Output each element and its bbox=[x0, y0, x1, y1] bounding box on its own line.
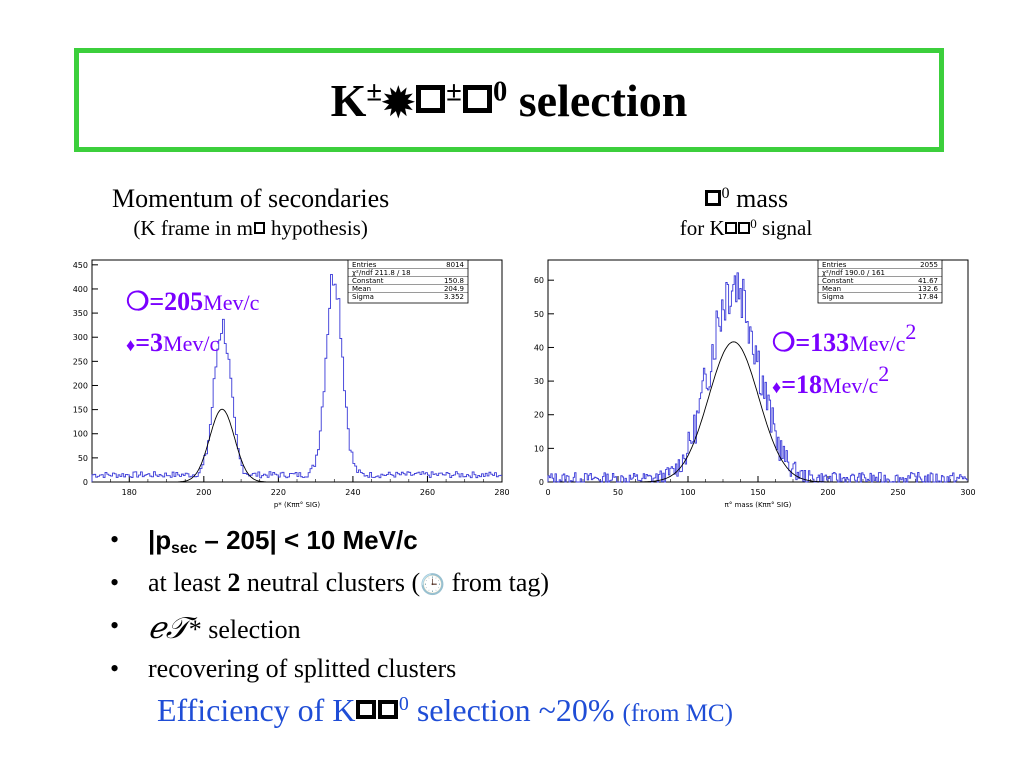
stats-label: Entries bbox=[352, 261, 377, 269]
right-mean-stat: ❍=133Mev/c2 bbox=[772, 318, 917, 357]
stats-label: Mean bbox=[822, 285, 841, 293]
right-sigma-stat: ♦=18Mev/c2 bbox=[772, 360, 890, 399]
histogram-series bbox=[91, 273, 502, 482]
x-tick-label: 150 bbox=[750, 488, 765, 497]
left-plot-heading: Momentum of secondaries (K frame in m hy… bbox=[112, 184, 390, 240]
y-tick-label: 60 bbox=[534, 276, 544, 285]
x-tick-label: 100 bbox=[680, 488, 695, 497]
y-tick-label: 450 bbox=[73, 261, 88, 270]
x-tick-label: 220 bbox=[271, 488, 286, 497]
y-tick-label: 50 bbox=[534, 310, 544, 319]
missing-glyph-box bbox=[704, 189, 721, 206]
histogram-series bbox=[547, 272, 968, 483]
gaussian-fit-curve bbox=[633, 341, 834, 483]
pi0-mass-histogram-svg: 0 10 20 30 40 50 60 0 50 100 150 200 250 300 π° mass (… bbox=[534, 259, 976, 509]
list-item: • recovering of splitted clusters bbox=[110, 654, 457, 683]
missing-glyph-box bbox=[725, 222, 737, 234]
momentum-histogram: 0 50 100 150 200 250 300 350 400 450 180 200 220 240 2… bbox=[58, 252, 510, 515]
stats-box bbox=[817, 259, 943, 304]
stats-value: 204.9 bbox=[444, 285, 464, 293]
stats-label: χ²/ndf 211.8 / 18 bbox=[352, 269, 411, 277]
missing-glyph-box bbox=[356, 699, 377, 720]
clock-icon: 🕒 bbox=[420, 572, 446, 596]
gaussian-fit-curve bbox=[172, 408, 273, 483]
slide-title: K±✹ ±0 selection bbox=[330, 74, 688, 126]
missing-glyph-box bbox=[378, 699, 398, 720]
stats-label: χ²/ndf 190.0 / 161 bbox=[822, 269, 885, 277]
x-tick-label: 280 bbox=[494, 488, 509, 497]
momentum-histogram-svg: 0 50 100 150 200 250 300 350 400 450 180 200 220 240 2… bbox=[73, 259, 510, 509]
stats-label: Mean bbox=[352, 285, 371, 293]
x-tick-label: 260 bbox=[420, 488, 435, 497]
x-axis-label: p* (Kππ° SIG) bbox=[274, 501, 321, 509]
x-tick-label: 300 bbox=[960, 488, 975, 497]
y-tick-label: 400 bbox=[73, 285, 88, 294]
y-tick-label: 0 bbox=[539, 478, 544, 487]
missing-glyph-box bbox=[463, 84, 492, 114]
stats-value: 132.6 bbox=[918, 285, 939, 293]
list-item: • at least 2 neutral clusters (🕒 from ta… bbox=[110, 568, 550, 597]
stats-box bbox=[347, 259, 469, 304]
y-tick-label: 20 bbox=[534, 411, 544, 420]
y-tick-label: 0 bbox=[83, 478, 88, 487]
stats-label: Constant bbox=[822, 277, 854, 285]
y-tick-label: 300 bbox=[73, 333, 88, 342]
y-tick-label: 250 bbox=[73, 357, 88, 366]
missing-glyph-box bbox=[738, 222, 750, 234]
missing-glyph-box bbox=[416, 84, 445, 114]
x-tick-label: 200 bbox=[820, 488, 835, 497]
missing-glyph-box bbox=[253, 222, 266, 234]
x-tick-label: 240 bbox=[345, 488, 360, 497]
y-tick-label: 350 bbox=[73, 309, 88, 318]
y-tick-label: 40 bbox=[534, 343, 544, 352]
title-frame: K±✹ ±0 selection bbox=[74, 48, 944, 152]
x-tick-label: 250 bbox=[890, 488, 905, 497]
stats-label: Constant bbox=[352, 277, 384, 285]
stats-value: 150.8 bbox=[444, 277, 464, 285]
x-tick-label: 0 bbox=[545, 488, 550, 497]
x-axis-label: π° mass (Kππ° SIG) bbox=[725, 501, 792, 509]
stats-value: 2055 bbox=[920, 261, 938, 269]
pi0-mass-histogram: 0 10 20 30 40 50 60 0 50 100 150 200 250 300 π° mass (… bbox=[522, 252, 982, 515]
left-sigma-stat: ♦=3Mev/c bbox=[126, 328, 220, 357]
x-tick-label: 50 bbox=[613, 488, 623, 497]
y-tick-label: 30 bbox=[534, 377, 544, 386]
stats-value: 41.67 bbox=[918, 277, 938, 285]
criteria-list: • |psec – 205| < 10 MeV/c • at least 2 n… bbox=[110, 525, 549, 697]
list-item: • ℯ𝒯* selection bbox=[110, 611, 301, 645]
stats-label: Sigma bbox=[352, 293, 374, 301]
list-item: • |psec – 205| < 10 MeV/c bbox=[110, 525, 418, 557]
left-mean-stat: ❍=205Mev/c bbox=[126, 287, 260, 316]
stats-label: Entries bbox=[822, 261, 847, 269]
y-tick-label: 150 bbox=[73, 406, 88, 415]
x-tick-label: 200 bbox=[196, 488, 211, 497]
stats-label: Sigma bbox=[822, 293, 844, 301]
y-tick-label: 200 bbox=[73, 381, 88, 390]
stats-value: 3.352 bbox=[444, 293, 464, 301]
y-tick-label: 50 bbox=[78, 454, 88, 463]
x-tick-label: 180 bbox=[122, 488, 137, 497]
y-tick-label: 100 bbox=[73, 430, 88, 439]
stats-value: 17.84 bbox=[918, 293, 939, 301]
y-tick-label: 10 bbox=[534, 444, 544, 453]
stats-value: 8014 bbox=[446, 261, 464, 269]
